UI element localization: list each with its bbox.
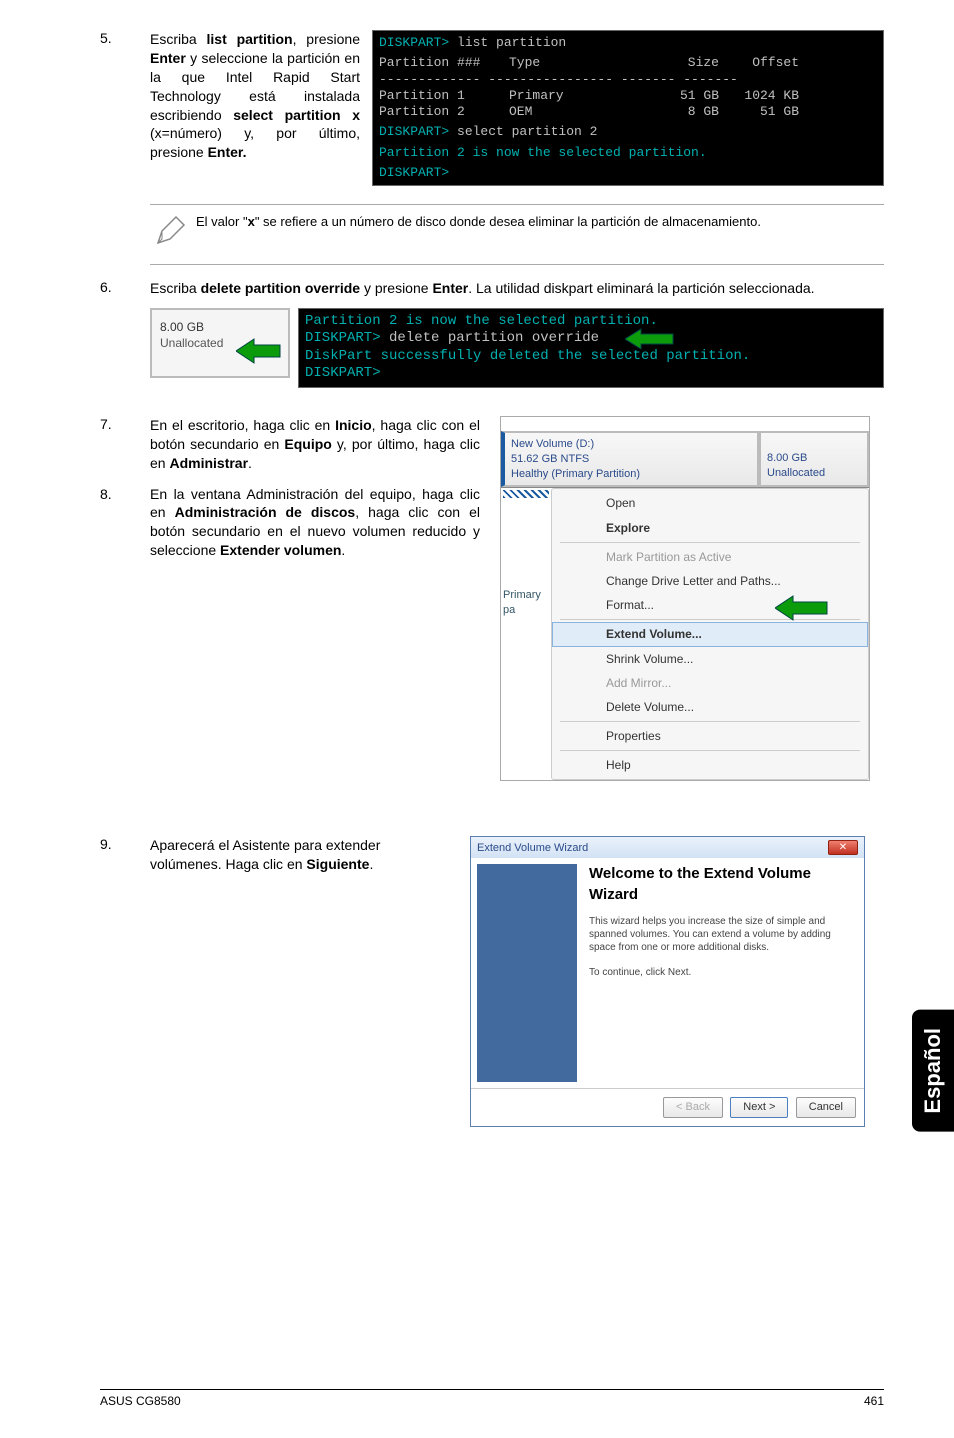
footer-right: 461 — [864, 1394, 884, 1408]
next-button[interactable]: Next > — [730, 1097, 788, 1118]
wizard-heading: Welcome to the Extend Volume Wizard — [589, 864, 854, 905]
step-9-text: Aparecerá el Asistente para extender vol… — [150, 836, 450, 1127]
step-6-number: 6. — [100, 279, 150, 298]
ctx-help[interactable]: Help — [552, 753, 868, 777]
step-7: 7. En el escritorio, haga clic en Inicio… — [100, 416, 884, 782]
ctx-change-letter[interactable]: Change Drive Letter and Paths... — [552, 569, 868, 593]
wizard-body-text: This wizard helps you increase the size … — [589, 915, 854, 954]
unalloc-label: Unallocated — [767, 466, 861, 481]
language-tab: Español — [912, 1010, 954, 1132]
diskpart-console-1: DISKPART> list partition Partition ### T… — [372, 30, 884, 186]
wizard-continue-text: To continue, click Next. — [589, 966, 854, 979]
step-5-text: Escriba list partition, presione Enter y… — [150, 30, 360, 186]
note-box: El valor "x" se refiere a un número de d… — [150, 204, 884, 265]
step-8: 8. En la ventana Administración del equi… — [100, 485, 480, 561]
cancel-button[interactable]: Cancel — [796, 1097, 856, 1118]
step-9: 9. Aparecerá el Asistente para extender … — [100, 836, 884, 1127]
unallocated-box: 8.00 GB Unallocated — [150, 308, 290, 378]
note-text: El valor "x" se refiere a un número de d… — [190, 213, 884, 231]
context-menu-screenshot: New Volume (D:) 51.62 GB NTFS Healthy (P… — [500, 416, 870, 782]
close-icon[interactable]: ✕ — [828, 840, 858, 855]
ctx-add-mirror[interactable]: Add Mirror... — [552, 671, 868, 695]
ctx-explore[interactable]: Explore — [552, 516, 868, 540]
ctx-delete-volume[interactable]: Delete Volume... — [552, 695, 868, 719]
volume-status: Healthy (Primary Partition) — [511, 467, 751, 482]
step-6-text: Escriba delete partition override y pres… — [150, 279, 884, 298]
wizard-dialog: Extend Volume Wizard ✕ Welcome to the Ex… — [470, 836, 865, 1127]
step-5-number: 5. — [100, 30, 150, 186]
ctx-open[interactable]: Open — [552, 491, 868, 515]
step-5: 5. Escriba list partition, presione Ente… — [100, 30, 884, 186]
volume-title: New Volume (D:) — [511, 437, 751, 452]
diskpart-console-2: Partition 2 is now the selected partitio… — [298, 308, 884, 388]
step-8-number: 8. — [100, 485, 150, 561]
step-7-text: En el escritorio, haga clic en Inicio, h… — [150, 416, 480, 473]
footer-left: ASUS CG8580 — [100, 1394, 181, 1408]
green-arrow-icon — [625, 328, 675, 357]
back-button[interactable]: < Back — [663, 1097, 723, 1118]
ctx-shrink-volume[interactable]: Shrink Volume... — [552, 647, 868, 671]
step-7-number: 7. — [100, 416, 150, 782]
primary-label: Primary pa — [501, 588, 551, 618]
green-arrow-icon — [775, 594, 829, 626]
step-8-text: En la ventana Administración del equipo,… — [150, 485, 480, 561]
wizard-titlebar: Extend Volume Wizard — [477, 841, 588, 856]
step-9-number: 9. — [100, 836, 150, 1127]
wizard-sidebar-image — [477, 864, 577, 1082]
green-arrow-icon — [236, 337, 282, 368]
unalloc-size: 8.00 GB — [767, 451, 861, 466]
step-6: 6. Escriba delete partition override y p… — [100, 279, 884, 298]
pencil-icon — [150, 213, 190, 256]
page-footer: ASUS CG8580 461 — [100, 1389, 884, 1408]
ctx-properties[interactable]: Properties — [552, 724, 868, 748]
ctx-mark-active[interactable]: Mark Partition as Active — [552, 545, 868, 569]
volume-size: 51.62 GB NTFS — [511, 452, 751, 467]
